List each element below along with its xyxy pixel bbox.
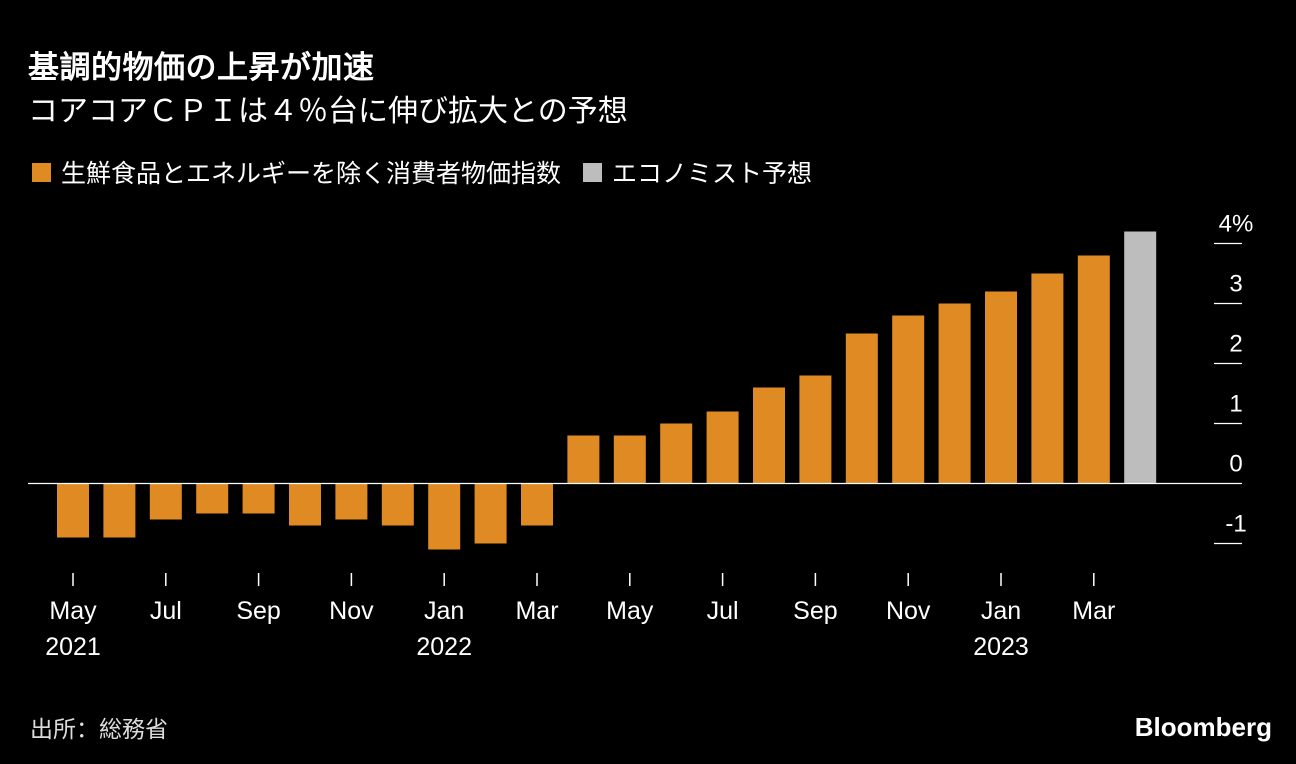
bar-core-cpi-7: [381, 483, 414, 526]
chart-title: 基調的物価の上昇が加速: [28, 50, 375, 86]
bar-core-cpi-15: [753, 387, 785, 484]
x-year-label: 2021: [45, 633, 101, 661]
legend: 生鮮食品とエネルギーを除く消費者物価指数 エコノミスト予想: [32, 154, 834, 190]
source-note: 出所：総務省: [30, 717, 168, 743]
legend-label-core-cpi: 生鮮食品とエネルギーを除く消費者物価指数: [61, 159, 562, 188]
bar-core-cpi-9: [474, 483, 507, 544]
y-tick-label: 2: [1229, 331, 1242, 358]
legend-label-forecast: エコノミスト予想: [612, 159, 813, 188]
y-tick-label: -1: [1225, 511, 1246, 538]
x-tick-label: Sep: [236, 597, 280, 625]
x-tick-label: May: [49, 597, 97, 625]
bar-chart: 4% 3 2 1 0 -1 May 2021 Jul Sep Nov Jan 2022 Mar May Jul…: [28, 211, 1254, 661]
bar-core-cpi-16: [799, 375, 832, 484]
legend-swatch-core-cpi: [32, 162, 51, 182]
x-tick-label: Sep: [793, 597, 837, 625]
bar-core-cpi-5: [289, 483, 321, 526]
legend-swatch-forecast: [583, 162, 603, 182]
legend-item-core-cpi: 生鮮食品とエネルギーを除く消費者物価指数: [32, 154, 561, 190]
bar-core-cpi-8: [428, 483, 461, 550]
bar-forecast-23: [1124, 231, 1157, 484]
y-tick-label: 0: [1229, 451, 1242, 478]
bar-core-cpi-6: [335, 483, 368, 520]
bloomberg-logo: Bloomberg: [1134, 712, 1272, 742]
bar-core-cpi-3: [196, 483, 229, 514]
legend-item-forecast: エコノミスト予想: [583, 154, 812, 190]
bar-core-cpi-12: [613, 435, 646, 484]
bar-core-cpi-22: [1077, 255, 1110, 484]
y-tick-label: 1: [1229, 391, 1242, 418]
bar-core-cpi-13: [660, 423, 693, 484]
bar-core-cpi-14: [706, 411, 739, 484]
x-tick-label: Jan: [981, 597, 1021, 625]
bar-core-cpi-18: [892, 315, 925, 484]
bar-core-cpi-21: [1031, 273, 1064, 484]
bar-core-cpi-11: [567, 435, 600, 484]
x-tick-label: Jan: [424, 597, 464, 625]
bar-core-cpi-4: [242, 483, 275, 514]
bar-core-cpi-19: [938, 303, 971, 484]
bar-core-cpi-2: [149, 483, 182, 520]
chart-subtitle: コアコアＣＰＩは４％台に伸び拡大との予想: [28, 94, 628, 129]
bar-core-cpi-1: [103, 483, 136, 538]
x-year-label: 2022: [416, 633, 472, 661]
y-tick-label: 3: [1229, 271, 1242, 298]
x-tick-label: Jul: [150, 597, 182, 625]
x-tick-label: Jul: [707, 597, 739, 625]
x-tick-label: Nov: [329, 597, 374, 625]
bar-core-cpi-0: [57, 483, 89, 538]
bar-core-cpi-20: [985, 291, 1017, 484]
y-tick-label: 4%: [1219, 211, 1254, 238]
x-tick-label: Nov: [886, 597, 931, 625]
bar-core-cpi-10: [521, 483, 553, 526]
bar-core-cpi-17: [845, 333, 878, 484]
x-tick-label: Mar: [515, 597, 558, 625]
x-tick-label: Mar: [1072, 597, 1115, 625]
x-year-label: 2023: [973, 633, 1029, 661]
x-tick-label: May: [606, 597, 654, 625]
